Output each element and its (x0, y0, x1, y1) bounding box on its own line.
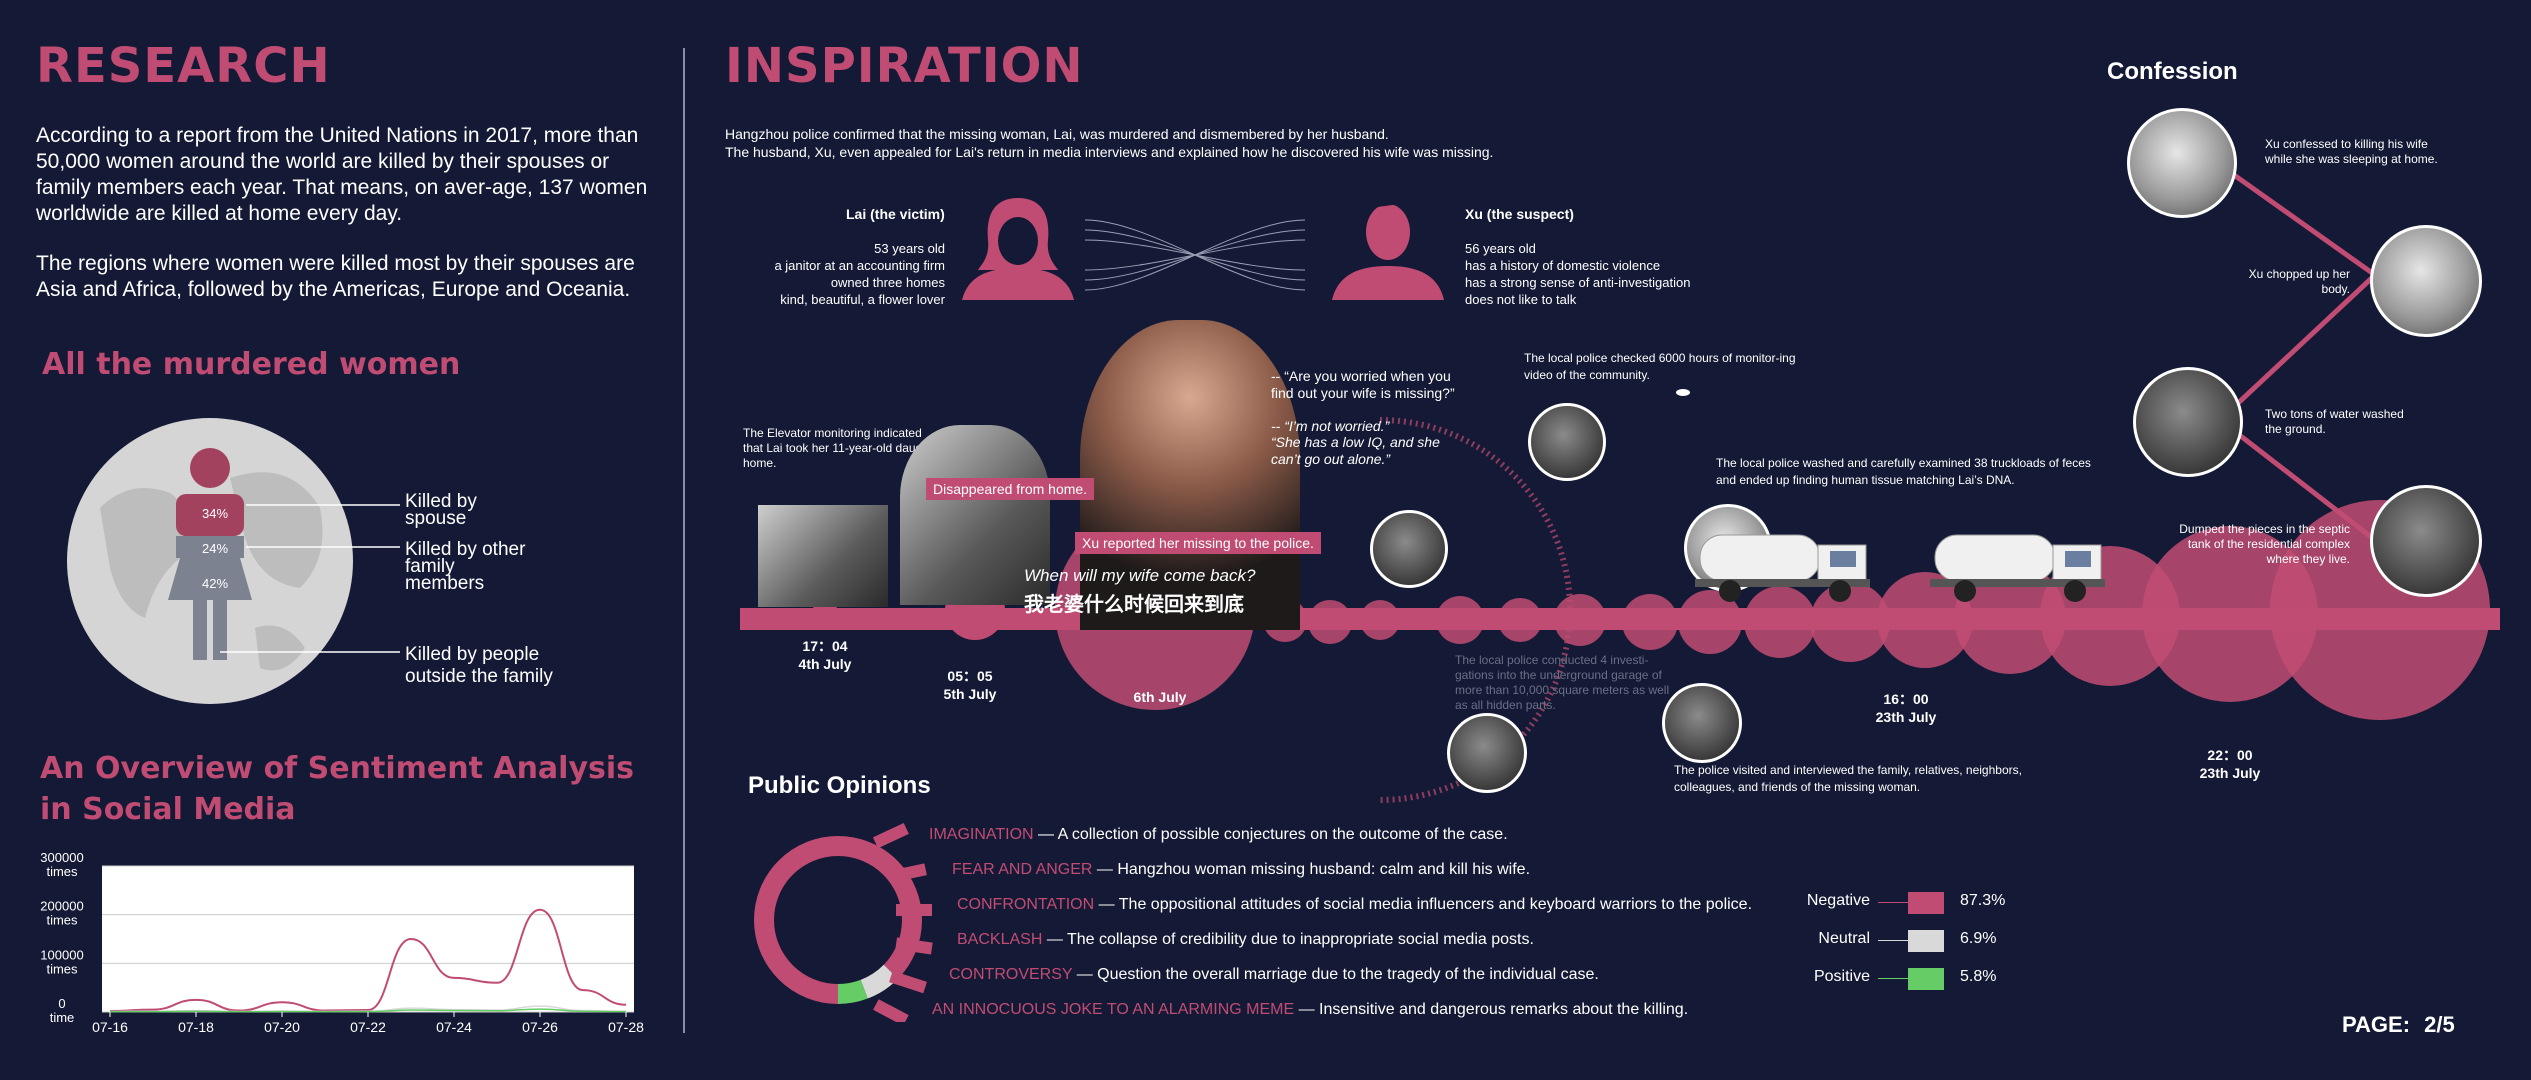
opinion-row: IMAGINATION — A collection of possible c… (929, 826, 1508, 843)
interview-answer-2: “She has a low IQ, and she can’t go out … (1271, 434, 1440, 467)
murdered-women-title: All the murdered women (42, 347, 461, 382)
elevator-note: The Elevator monitoring indicated that L… (743, 426, 943, 470)
dot-marker (1676, 389, 1690, 396)
label-killed-by-spouse: Killed by spouse (405, 491, 477, 529)
legend-swatch (1908, 968, 1944, 990)
chart-series-line (109, 908, 627, 1013)
chart-x-tick-label: 07-16 (92, 1019, 128, 1035)
timeline-date: 17：04 4th July (798, 638, 852, 672)
confession-title: Confession (2107, 58, 2238, 85)
chart-plot-area (102, 866, 634, 1012)
victim-detail: owned three homes (830, 275, 945, 290)
sentiment-title-line-2: in Social Media (40, 792, 296, 827)
chart-y-tick-label: 300000 times (40, 850, 83, 879)
suspect-silhouette-icon (1332, 200, 1444, 300)
victim-name: Lai (the victim) (846, 206, 945, 222)
chart-x-tick-label: 07-18 (178, 1019, 214, 1035)
pct-spouse: 34% (201, 506, 229, 521)
monitor-photo (1528, 403, 1606, 481)
inspiration-intro-1: Hangzhou police confirmed that the missi… (725, 126, 1389, 142)
sentiment-title-line-1: An Overview of Sentiment Analysis (40, 751, 635, 786)
donut-segment (754, 836, 922, 1004)
interview-answer-1: -- “I’m not worried.” (1271, 418, 1390, 434)
confession-photo (2127, 108, 2237, 218)
police-investigations-note: The local police conducted 4 investi-gat… (1455, 653, 1670, 712)
victim-detail: 53 years old (874, 241, 945, 256)
confession-item: Xu chopped up her body. (2248, 267, 2350, 296)
suspect-detail: has a strong sense of anti-investigation (1465, 275, 1691, 290)
opinion-row: AN INNOCUOUS JOKE TO AN ALARMING MEME — … (932, 1001, 1689, 1018)
public-opinions-title: Public Opinions (748, 772, 931, 799)
suspect-detail: 56 years old (1465, 241, 1536, 256)
chart-x-tick-label: 07-24 (436, 1019, 472, 1035)
chart-x-tick-label: 07-20 (264, 1019, 300, 1035)
suspect-photo (1080, 320, 1300, 630)
label-killed-by-family: Killed by other family members (405, 539, 526, 594)
suspect-name: Xu (the suspect) (1465, 206, 1574, 222)
pct-family: 24% (201, 541, 229, 556)
inspiration-title: INSPIRATION (725, 38, 1084, 94)
chart-y-tick-label: 100000 times (40, 947, 83, 976)
legend-swatch (1908, 892, 1944, 914)
confession-photo (2370, 225, 2482, 337)
murdered-women-infographic (67, 418, 400, 704)
page-indicator: PAGE: 2/5 (2342, 1012, 2455, 1037)
victim-silhouette-icon (962, 198, 1074, 300)
victim-detail: a janitor at an accounting firm (774, 258, 945, 273)
police-hours-note: The local police checked 6000 hours of m… (1524, 351, 1796, 382)
chart-x-tick-label: 07-22 (350, 1019, 386, 1035)
victim-detail: kind, beautiful, a flower lover (780, 292, 945, 307)
chart-series-line (109, 1008, 627, 1013)
opinion-row: CONFRONTATION — The oppositional attitud… (957, 896, 1753, 913)
chart-x-tick-label: 07-28 (608, 1019, 644, 1035)
opinion-row: CONTROVERSY — Question the overall marri… (949, 966, 1599, 983)
opinion-donut-chart (754, 836, 922, 1004)
research-paragraph-2: The regions where women were killed most… (36, 252, 635, 301)
section-divider (683, 48, 685, 1033)
opinion-row: FEAR AND ANGER — Hangzhou woman missing … (952, 861, 1531, 878)
police-photo (1662, 683, 1742, 763)
bus-photo (1370, 510, 1448, 588)
confession-connectors (2218, 162, 2377, 542)
suspect-detail: has a history of domestic violence (1465, 258, 1661, 273)
interview-question: -- “Are you worried when you find out yo… (1271, 368, 1455, 401)
tag-disappeared: Disappeared from home. (926, 478, 1095, 500)
chart-x-tick-label: 07-26 (522, 1019, 558, 1035)
confession-item: Two tons of water washed the ground. (2265, 407, 2404, 436)
garage-photo (1447, 713, 1527, 793)
chart-y-tick-label: 200000 times (40, 899, 83, 928)
tag-reported: Xu reported her missing to the police. (1075, 532, 1321, 554)
timeline-date: 6th July (1133, 689, 1187, 705)
truck-icon-2 (1930, 534, 2105, 602)
caption-chinese: 我老婆什么时候回来到底 (1024, 594, 1244, 616)
victim-photo (900, 425, 1050, 605)
truck-icon-1 (1695, 534, 1870, 602)
police-washed-note: The local police washed and carefully ex… (1716, 456, 2091, 487)
chart-y-tick-label: 0 time (50, 996, 75, 1025)
police-visited-note: The police visited and interviewed the f… (1674, 763, 2022, 794)
timeline-date: 22：00 23th July (2199, 747, 2261, 781)
research-paragraph-1: According to a report from the United Na… (36, 124, 648, 225)
woman-figure-icon (168, 448, 252, 660)
suspect-detail: does not like to talk (1465, 292, 1577, 307)
confession-item: Dumped the pieces in the septic tank of … (2179, 522, 2350, 566)
opinion-bars-decoration (872, 822, 933, 1022)
inspiration-intro-2: The husband, Xu, even appealed for Lai's… (725, 144, 1494, 160)
confession-photo (2133, 367, 2243, 477)
timeline-date: 05：05 5th July (943, 668, 997, 702)
legend-swatch (1908, 930, 1944, 952)
confession-photo (2370, 485, 2482, 597)
caption-english: When will my wife come back? (1024, 566, 1256, 585)
elevator-photo (758, 505, 888, 607)
pct-outside: 42% (201, 576, 229, 591)
timeline-date: 16：00 23th July (1875, 691, 1937, 725)
opinion-row: BACKLASH — The collapse of credibility d… (957, 931, 1534, 948)
confession-item: Xu confessed to killing his wife while s… (2265, 137, 2438, 166)
label-killed-by-outside: Killed by people outside the family (405, 644, 553, 687)
research-title: RESEARCH (36, 38, 331, 94)
sentiment-line-chart: 300000 times 200000 times 100000 times 0 time 0… (40, 850, 644, 1035)
connection-lines-decoration (1084, 219, 1306, 291)
